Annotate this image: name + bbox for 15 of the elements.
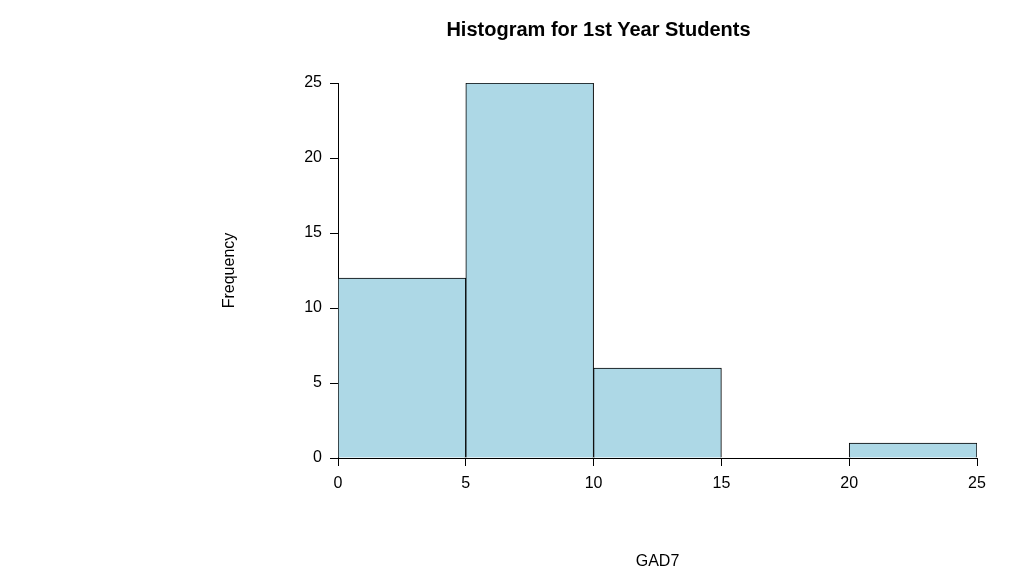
- x-tick-label: 10: [584, 474, 603, 492]
- y-axis-title: Frequency: [220, 232, 238, 309]
- x-tick-label: 25: [968, 474, 986, 492]
- chart-title: Histogram for 1st Year Students: [446, 17, 751, 40]
- y-tick-label: 15: [304, 223, 323, 241]
- y-tick-label: 10: [304, 298, 323, 316]
- y-tick-label: 20: [304, 148, 323, 166]
- x-axis-title: GAD7: [635, 551, 680, 569]
- x-tick-label: 15: [712, 474, 731, 492]
- y-tick-label: 5: [313, 373, 323, 391]
- x-tick-label: 20: [840, 474, 859, 492]
- x-tick-label: 5: [461, 474, 471, 492]
- x-tick-label: 0: [333, 474, 343, 492]
- y-tick-label: 0: [313, 448, 323, 466]
- y-tick-label: 25: [304, 73, 323, 91]
